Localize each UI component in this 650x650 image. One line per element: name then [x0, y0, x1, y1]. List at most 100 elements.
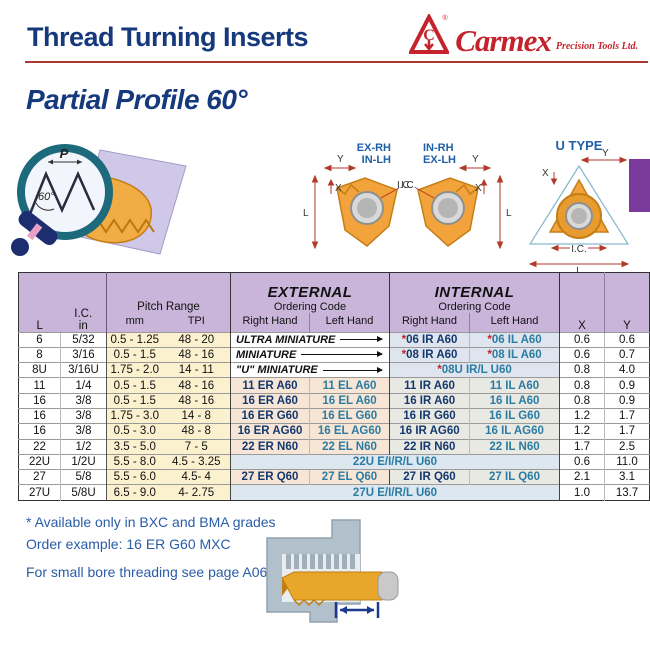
- table-cell: 16 IR G60: [389, 407, 470, 424]
- table-cell: 48 - 8: [162, 423, 231, 440]
- table-cell: 16 IR AG60: [389, 423, 470, 440]
- table-row: 27U 5/8U 6.5 - 9.0 4- 2.75 27U E/I/R/L U60 1.…: [18, 484, 650, 501]
- svg-text:Y: Y: [602, 148, 609, 159]
- table-cell: 16 IR A60: [389, 392, 470, 409]
- table-cell: 0.8: [559, 392, 605, 409]
- col-header-int-rh: Right Hand: [389, 312, 470, 332]
- insert-table-body: 6 5/32 0.5 - 1.25 48 - 20 ULTRA MINIATURE *06…: [18, 331, 650, 501]
- note-grades: * Available only in BXC and BMA grades: [26, 514, 276, 530]
- table-cell: 27U E/I/R/L U60: [229, 484, 560, 501]
- table-cell: 16 EL AG60: [309, 423, 390, 440]
- svg-text:L: L: [506, 208, 512, 219]
- table-cell: 0.5 - 1.5: [106, 392, 163, 409]
- col-header-tpi: TPI: [162, 312, 231, 332]
- small-bore-threading-illustration: [266, 519, 399, 623]
- table-cell: 0.7: [604, 346, 650, 363]
- svg-text:X: X: [475, 183, 482, 194]
- table-cell: 13.7: [604, 484, 650, 501]
- table-cell: 5.5 - 6.0: [106, 469, 163, 485]
- table-cell: 2.1: [559, 469, 605, 485]
- table-cell: 14 - 8: [162, 407, 231, 424]
- table-cell: 1.75 - 3.0: [106, 407, 163, 424]
- table-cell: *06 IR A60: [389, 331, 470, 348]
- table-cell: 5/8: [60, 469, 107, 485]
- svg-text:L: L: [303, 208, 309, 219]
- table-row: 6 5/32 0.5 - 1.25 48 - 20 ULTRA MINIATURE *06…: [18, 331, 650, 348]
- table-cell: 3/16: [60, 346, 107, 363]
- col-header-l: L: [18, 272, 61, 332]
- section-color-tab: [629, 159, 650, 212]
- table-cell: 6: [18, 331, 61, 348]
- table-cell: 8: [18, 346, 61, 363]
- insert-pair-diagram: EX-RH IN-LH IN-RH EX-LH L Y X I.C. L Y X…: [303, 142, 512, 250]
- table-cell: 0.9: [604, 392, 650, 409]
- table-row: 16 3/8 0.5 - 1.5 48 - 16 16 ER A60 16 EL A60 1…: [18, 392, 650, 409]
- table-cell: 1.2: [559, 423, 605, 440]
- col-header-ic: I.C. in: [60, 272, 107, 332]
- table-cell: 11 IL A60: [468, 377, 560, 394]
- table-row: 8 3/16 0.5 - 1.5 48 - 16 MINIATURE *08 IR A60…: [18, 346, 650, 363]
- table-cell: 16: [18, 423, 61, 440]
- table-cell: *08 IR A60: [389, 346, 470, 363]
- col-header-ext-rh: Right Hand: [230, 312, 310, 332]
- svg-text:Y: Y: [337, 154, 344, 165]
- table-row: 27 5/8 5.5 - 6.0 4.5- 4 27 ER Q60 27 EL Q60 27…: [18, 469, 650, 485]
- table-cell: 0.6: [559, 346, 605, 363]
- col-header-ext-lh: Left Hand: [309, 312, 390, 332]
- table-cell: *06 IL A60: [468, 331, 560, 348]
- svg-text:®: ®: [443, 14, 449, 22]
- table-cell: 3/8: [60, 407, 107, 424]
- table-cell: 27 IL Q60: [468, 469, 560, 485]
- in-rh-label: IN-RH: [423, 142, 454, 154]
- insert-table: L I.C. in Pitch Range EXTERNAL Ordering …: [18, 272, 650, 501]
- svg-text:C: C: [423, 27, 435, 44]
- table-cell: 6.5 - 9.0: [106, 484, 163, 501]
- table-cell: 1.7: [604, 407, 650, 424]
- table-cell: 0.5 - 1.5: [106, 377, 163, 394]
- table-cell: 11 ER A60: [230, 377, 310, 394]
- table-cell: *08 IL A60: [468, 346, 560, 363]
- svg-text:I.C.: I.C.: [401, 180, 417, 191]
- brand-wordmark: Carmex: [455, 23, 552, 58]
- table-cell: 3.1: [604, 469, 650, 485]
- table-cell: 1/2: [60, 438, 107, 455]
- table-cell: 16 ER G60: [230, 407, 310, 424]
- table-cell: MINIATURE: [230, 346, 390, 363]
- page-title: Thread Turning Inserts: [27, 22, 309, 52]
- table-cell: 0.9: [604, 377, 650, 394]
- u-type-diagram: U TYPE Y X I.C. L: [528, 138, 630, 274]
- table-cell: 16 EL G60: [309, 407, 390, 424]
- table-cell: 3/8: [60, 392, 107, 409]
- table-cell: 48 - 16: [162, 346, 231, 363]
- table-cell: 5.5 - 8.0: [106, 453, 163, 470]
- table-cell: 4.5- 4: [162, 469, 231, 485]
- header-divider: [25, 61, 648, 63]
- table-cell: 22U: [18, 453, 61, 470]
- table-cell: 1.7: [604, 423, 650, 440]
- table-cell: 1/4: [60, 377, 107, 394]
- table-cell: 0.6: [559, 331, 605, 348]
- table-cell: 0.6: [604, 331, 650, 348]
- table-cell: 48 - 16: [162, 392, 231, 409]
- table-cell: 3.5 - 5.0: [106, 438, 163, 455]
- table-cell: 0.5 - 1.5: [106, 346, 163, 363]
- table-cell: 16 IL A60: [468, 392, 560, 409]
- table-cell: 0.8: [559, 377, 605, 394]
- table-cell: 22 EL N60: [309, 438, 390, 455]
- note-small-bore: For small bore threading see page A06-12: [26, 564, 288, 580]
- table-cell: 22 ER N60: [230, 438, 310, 455]
- table-row: 16 3/8 0.5 - 3.0 48 - 8 16 ER AG60 16 EL AG60…: [18, 423, 650, 440]
- pitch-label: P: [60, 146, 69, 161]
- ex-rh-label: EX-RH: [357, 142, 391, 154]
- table-cell: 27: [18, 469, 61, 485]
- carmex-logo: C ® Carmex Precision Tools Ltd.: [409, 14, 638, 56]
- table-cell: 27U: [18, 484, 61, 501]
- table-cell: 0.6: [559, 453, 605, 470]
- svg-text:L: L: [576, 266, 582, 274]
- table-cell: 1.0: [559, 484, 605, 501]
- svg-text:X: X: [542, 168, 549, 179]
- table-cell: 48 - 20: [162, 331, 231, 348]
- table-cell: 11: [18, 377, 61, 394]
- table-cell: 0.5 - 1.25: [106, 331, 163, 348]
- brand-suffix: Precision Tools Ltd.: [555, 41, 638, 52]
